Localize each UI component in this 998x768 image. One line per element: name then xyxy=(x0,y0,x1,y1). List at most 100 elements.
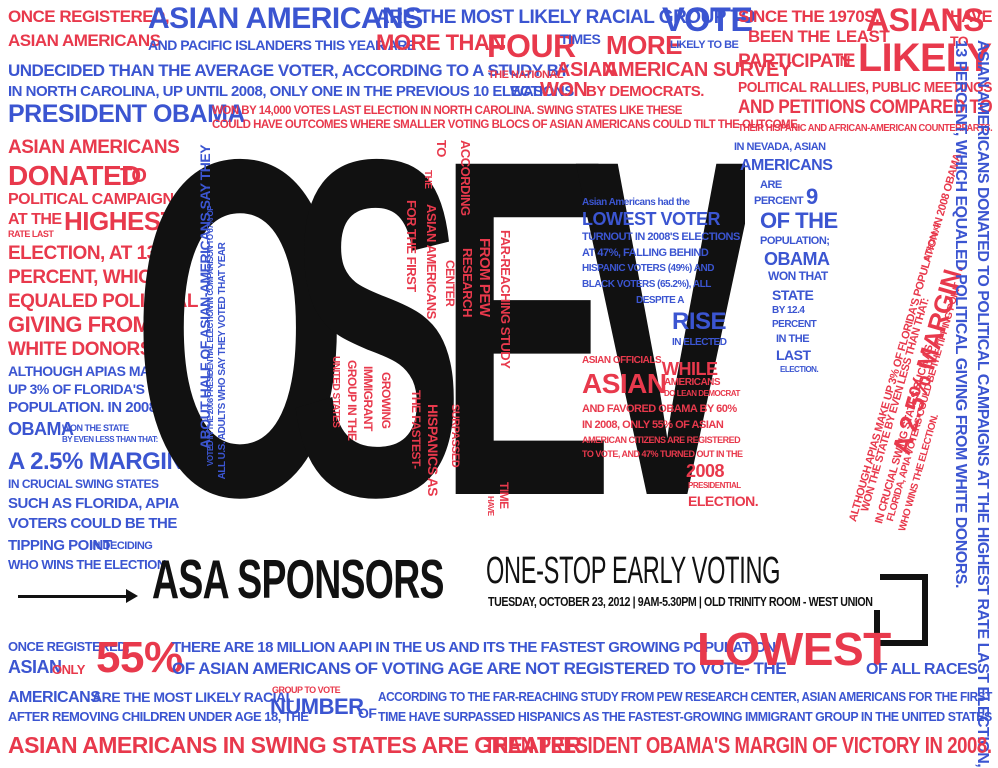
text-although-apias: Although APIAs make xyxy=(8,363,169,379)
text-been-the: been the xyxy=(748,27,830,46)
text-citizens-registered: American citizens are registered xyxy=(582,435,741,445)
text-white-donors: white donors. xyxy=(8,339,157,360)
text-rate-last: rate last xyxy=(8,229,54,239)
text-center: Center xyxy=(443,260,457,307)
text-18-million: There are 18 million AAPI in the US and … xyxy=(172,639,776,656)
text-voted-in-2008: voted in the 2008 presidential election … xyxy=(206,206,215,466)
text-since-1970s: Since the 1970s, xyxy=(738,7,880,26)
text-donated: donated xyxy=(8,160,141,191)
text-won-that: won that xyxy=(768,269,828,283)
text-even-less: by even less than that: xyxy=(62,435,158,444)
text-far-reaching: far-reaching study xyxy=(498,230,513,369)
text-only: only xyxy=(52,662,85,677)
text-favored-obama: and favored Obama by 60% xyxy=(582,403,737,415)
right-rotated-red-block: A 2.5% margin. Although APIAs make up 3%… xyxy=(830,150,969,532)
text-up-3-florida: up 3% of Florida's xyxy=(8,381,145,397)
text-vote: vote xyxy=(662,1,753,39)
text-time: time xyxy=(497,482,511,509)
text-american-survey: American Survey xyxy=(604,59,792,81)
banner-details: Tuesday, October 23, 2012 | 9am-5.30pm |… xyxy=(488,594,873,609)
text-from-pew: from Pew xyxy=(476,238,493,317)
text-of: of xyxy=(358,705,377,721)
e-counter-text: Asian Americans had the lowest voter tur… xyxy=(582,196,759,526)
text-by-124: by 12.4 xyxy=(772,305,805,316)
text-such-as-florida: such as Florida, APIA xyxy=(8,495,179,512)
text-had-the: Asian Americans had the xyxy=(582,197,690,208)
text-undecided: undecided than the average voter, accord… xyxy=(8,61,570,80)
text-lowest: lowest xyxy=(697,623,891,675)
text-turned-out: to vote, and 47% turned out in the xyxy=(582,449,743,459)
text-united-states: United States xyxy=(330,356,341,428)
text-bottom-once: Once registered, xyxy=(8,639,130,654)
text-right-vertical-2: 13 percent, which equaled political givi… xyxy=(952,40,969,588)
text-while: While xyxy=(662,359,718,379)
text-who-wins: who wins the election. xyxy=(8,557,169,572)
text-in: in xyxy=(836,53,851,70)
text-percent-which: percent, which xyxy=(8,267,165,288)
text-to-s: to xyxy=(434,140,449,157)
text-most-likely-racial-b: are the most likely racial xyxy=(92,689,294,705)
big-letter-v: V xyxy=(574,130,745,525)
big-word-osev: O S E V xyxy=(140,130,745,525)
text-election-e: election. xyxy=(688,493,759,509)
text-donated-to: to xyxy=(120,165,147,187)
text-crucial-swing: In crucial swing states xyxy=(8,477,159,491)
text-time-surpassed: time have surpassed Hispanics as the fas… xyxy=(378,709,992,724)
text-by-democrats: by Democrats. xyxy=(586,83,704,100)
text-research: Research xyxy=(460,248,475,317)
text-far-reaching-bottom: according to the far-reaching study from… xyxy=(378,689,992,704)
text-the-national: the national xyxy=(488,69,564,81)
text-times: times xyxy=(560,31,601,47)
text-voters-could: voters could be the xyxy=(8,515,177,532)
text-percent-v2: percent xyxy=(772,319,817,330)
text-americans-e: Americans xyxy=(664,377,721,388)
banner-subtitle: One-Stop Early Voting xyxy=(486,550,781,592)
text-have-s: have xyxy=(486,496,495,516)
text-surpassed: surpassed xyxy=(449,404,461,468)
text-won-the-state: won the state xyxy=(62,423,129,433)
text-last: last xyxy=(776,347,811,363)
text-four: four xyxy=(487,28,576,64)
text-for-the-first: for the first xyxy=(404,200,419,292)
v-counter-text: In Nevada, Asian Americans are percent 9… xyxy=(734,142,848,382)
text-petitions: and petitions compared to xyxy=(738,97,993,118)
text-the: the xyxy=(422,170,433,189)
big-letter-o: O xyxy=(140,130,349,525)
text-group-in-the: group in the xyxy=(345,360,359,441)
text-counterparts: their Hispanic and African-American coun… xyxy=(738,123,993,134)
text-black-652: black voters (65.2%), all xyxy=(582,279,711,290)
text-despite-a: despite a xyxy=(636,295,684,306)
text-55-percent: 55% xyxy=(96,633,183,682)
text-state-v: state xyxy=(772,287,814,303)
text-2008: 2008 xyxy=(686,461,725,481)
text-most-likely-racial: are the most likely racial group to xyxy=(376,7,756,28)
text-won-by-14000: won by 14,000 votes last election in Nor… xyxy=(212,105,682,117)
text-left-obama: Obama xyxy=(8,419,74,439)
text-number: number xyxy=(270,694,364,719)
text-in-nevada: In Nevada, Asian xyxy=(734,141,826,153)
text-participate: participate xyxy=(738,51,855,72)
text-hispanic-49: Hispanic voters (49%) and xyxy=(582,263,714,274)
text-immigrant: immigrant xyxy=(361,366,375,431)
text-obama-v: Obama xyxy=(764,249,830,269)
text-margin-of-victory: than President Obama's margin of victory… xyxy=(484,732,992,758)
text-in-the-v: in the xyxy=(776,333,810,345)
text-bottom-asian: Asian xyxy=(8,657,62,677)
text-at-47: at 47%, falling behind xyxy=(582,247,709,259)
text-election-v: election. xyxy=(780,365,819,374)
text-asian-americans: Asian Americans xyxy=(8,31,161,50)
text-population-2008: population. In 2008 xyxy=(8,399,157,416)
text-won: won xyxy=(540,79,588,101)
text-more-than: more than xyxy=(376,30,505,55)
text-percent-v: percent xyxy=(754,195,804,207)
big-letter-e: E xyxy=(438,130,614,525)
text-lowest-voter: lowest voter xyxy=(582,209,721,229)
text-americans-v: Americans xyxy=(740,157,833,174)
text-group-to-vote: group to vote xyxy=(272,685,341,695)
text-of-the: of the xyxy=(760,208,838,233)
text-political-rallies: political rallies, public meetings xyxy=(738,79,992,96)
o-counter-text: About half of Asian-Americans say they v… xyxy=(195,145,295,479)
left-arrow-head xyxy=(126,589,138,603)
text-presidential: presidential xyxy=(688,481,741,490)
